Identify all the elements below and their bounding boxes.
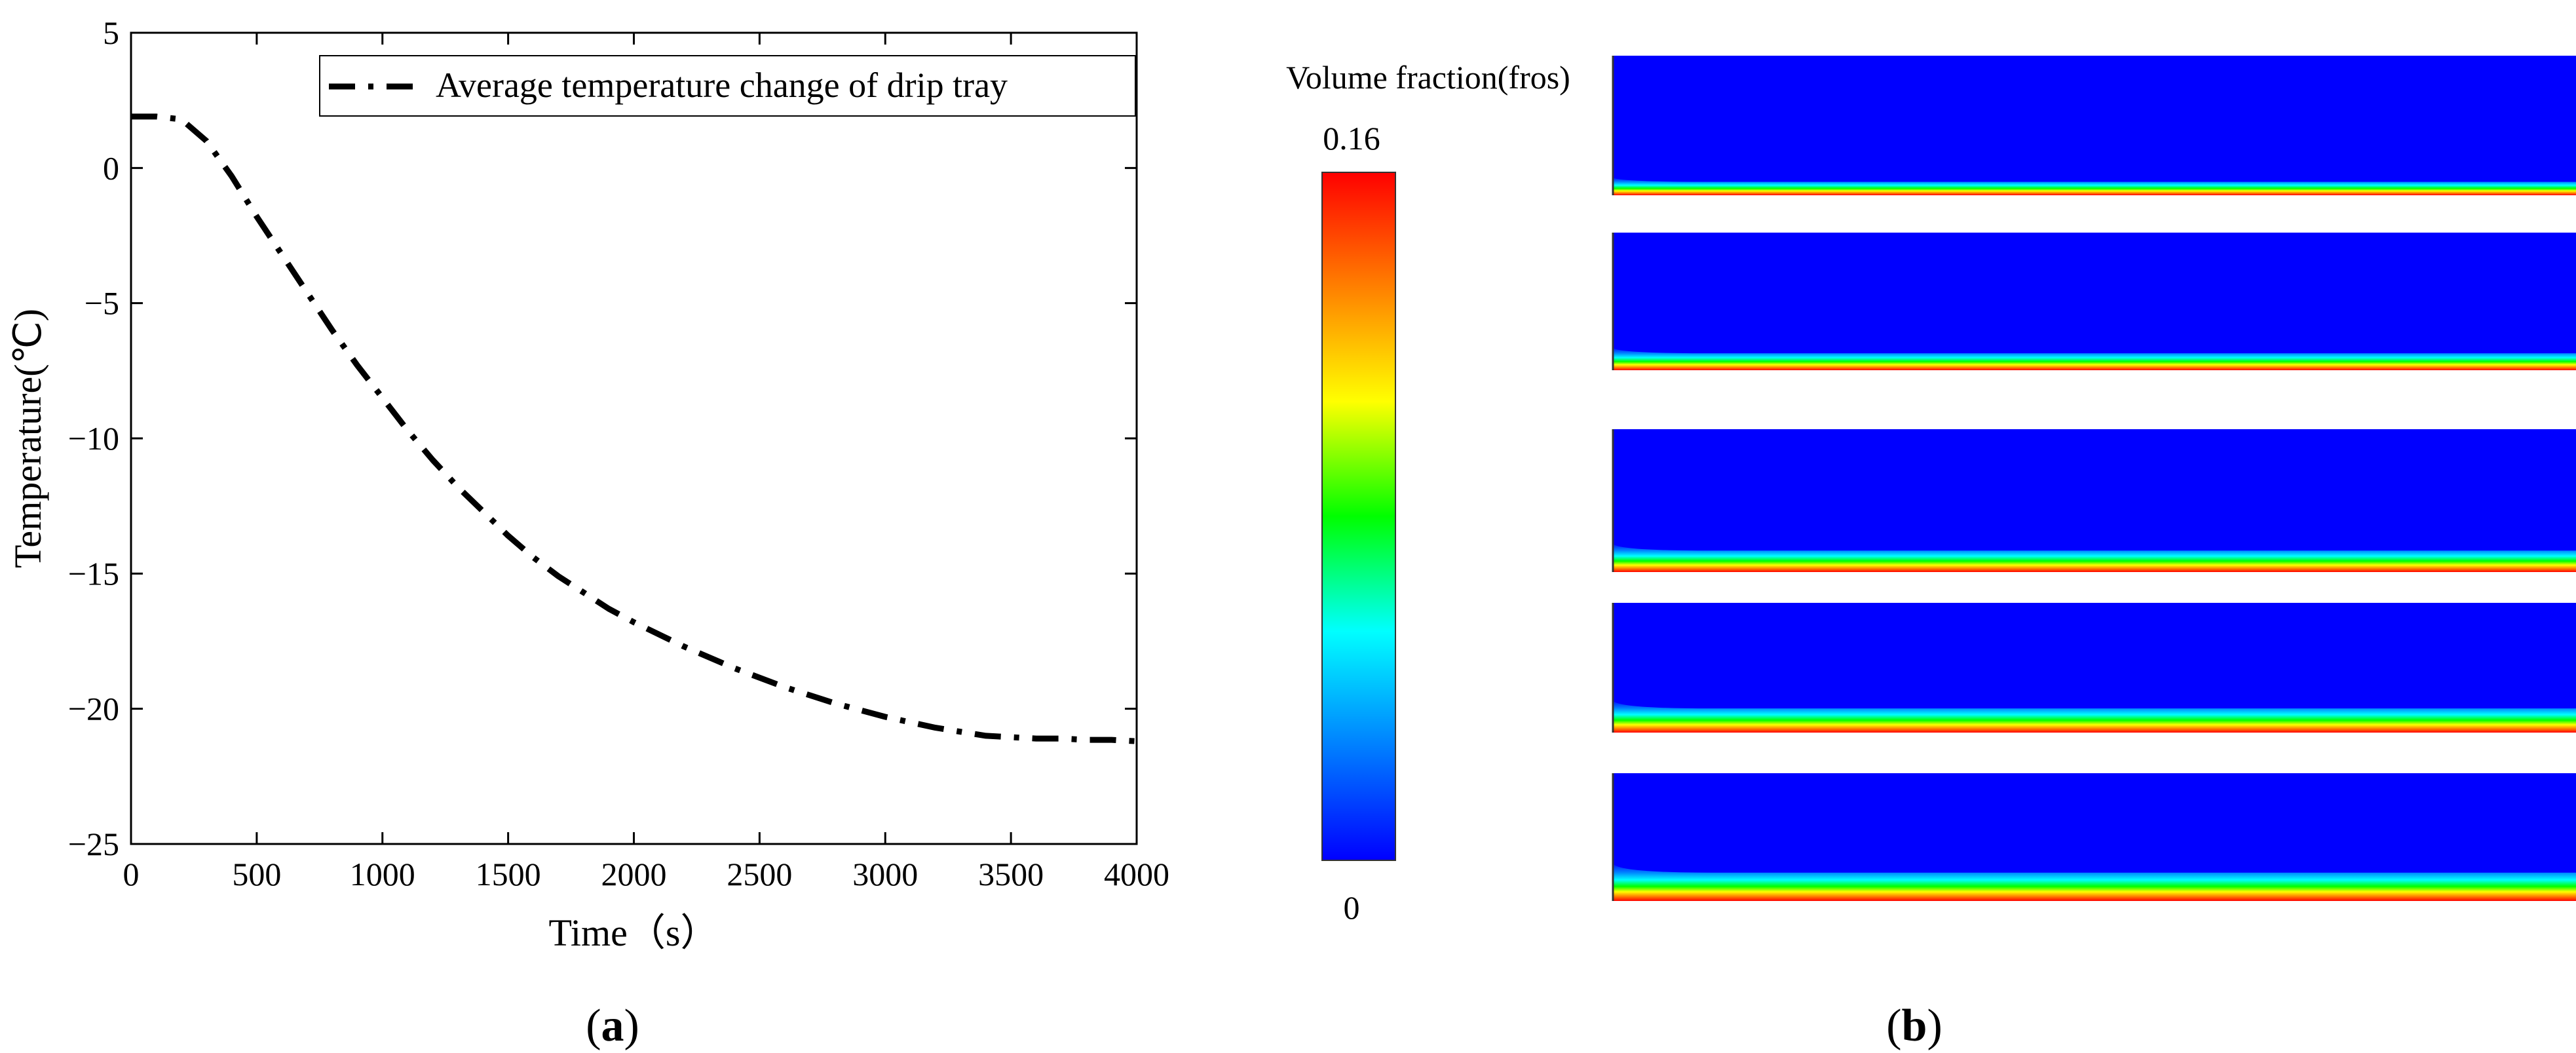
- y-tick-label: −5: [85, 285, 119, 322]
- y-tick-label: 0: [103, 149, 119, 186]
- panel-a-line-chart: 0 500 1000 1500 2000 2500 3000 3500 4000 5 0 −5 −10…: [7, 14, 1169, 1051]
- contour-slice-5: [1612, 773, 2576, 901]
- frost-contour-slices: [1612, 56, 2576, 901]
- legend-label: Average temperature change of drip tray: [436, 66, 1008, 105]
- contour-slice-3: [1612, 429, 2576, 572]
- series-line-drip-tray-temperature: [131, 113, 1137, 744]
- colorbar-min-label: 0: [1344, 889, 1360, 926]
- frost-layer-band: [1613, 700, 2576, 733]
- y-tick-label: −15: [68, 555, 119, 592]
- frost-layer-band: [1613, 347, 2576, 370]
- x-tick-label: 1500: [476, 856, 541, 892]
- y-tick-label: −10: [68, 420, 119, 457]
- x-tick-label: 3500: [978, 856, 1044, 892]
- panel-b-contour-figure: Volume fraction(fros) 0.16 0 (b): [1286, 56, 2576, 1051]
- x-tick-label: 3000: [852, 856, 918, 892]
- x-axis-title: Time（s）: [549, 911, 719, 954]
- colorbar: [1321, 172, 1396, 861]
- y-axis-title: Temperature(℃): [7, 309, 49, 568]
- slice-background: [1613, 429, 2576, 572]
- x-tick-label: 4000: [1104, 856, 1169, 892]
- x-axis-ticks: 0 500 1000 1500 2000 2500 3000 3500 4000: [123, 33, 1169, 892]
- y-axis-ticks: 5 0 −5 −10 −15 −20 −25: [68, 14, 1137, 862]
- frost-layer-band: [1613, 862, 2576, 901]
- y-tick-label: −20: [68, 691, 119, 727]
- frost-layer-band: [1613, 177, 2576, 195]
- contour-slice-2: [1612, 233, 2576, 370]
- contour-slice-4: [1612, 603, 2576, 733]
- x-tick-label: 2500: [727, 856, 792, 892]
- x-tick-label: 1000: [350, 856, 415, 892]
- colorbar-title: Volume fraction(fros): [1286, 59, 1570, 96]
- slice-background: [1613, 233, 2576, 370]
- y-tick-label: −25: [68, 826, 119, 862]
- panel-label-a: (a): [586, 1001, 639, 1051]
- colorbar-max-label: 0.16: [1323, 120, 1380, 157]
- slice-background: [1613, 56, 2576, 195]
- y-tick-label: 5: [103, 14, 119, 51]
- legend-box: [319, 55, 1136, 117]
- x-tick-label: 0: [123, 856, 140, 892]
- x-tick-label: 500: [232, 856, 281, 892]
- plot-area-frame: [130, 31, 1138, 845]
- frost-layer-band: [1613, 543, 2576, 572]
- contour-slice-1: [1612, 56, 2576, 195]
- panel-label-b: (b): [1886, 1001, 1942, 1051]
- x-tick-label: 2000: [601, 856, 667, 892]
